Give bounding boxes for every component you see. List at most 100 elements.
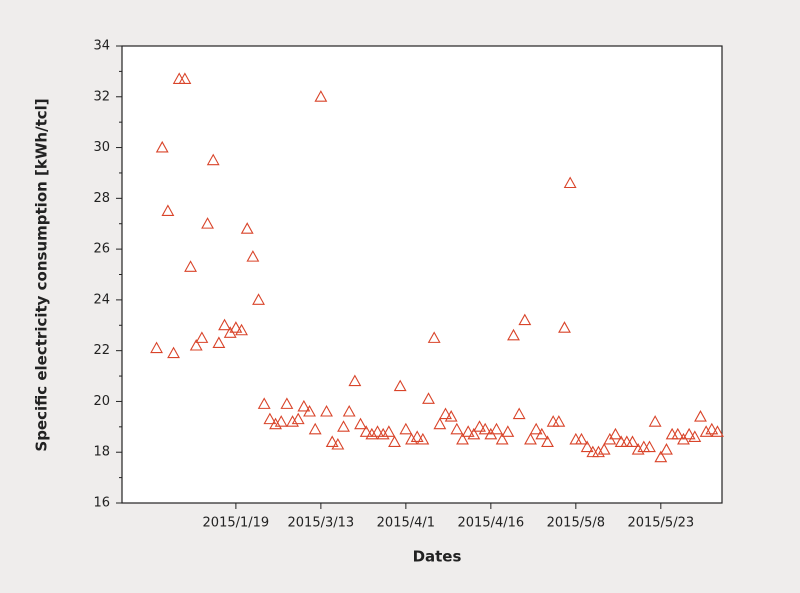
point [348,374,362,387]
point [240,222,254,234]
point [342,404,356,417]
point [269,417,282,430]
point [444,410,458,422]
point [682,427,696,440]
point [490,422,503,435]
point [410,430,424,442]
point [252,293,265,305]
x-tick-label: 2015/3/13 [288,516,355,531]
y-tick-label: 28 [93,191,110,206]
point [563,176,577,189]
x-tick-label: 2015/1/19 [203,516,270,531]
point [427,331,441,343]
y-tick-label: 24 [93,292,110,307]
point [461,425,475,437]
point [376,427,390,440]
point [388,435,401,448]
point [699,425,713,437]
point [592,445,605,458]
point [291,412,305,425]
point [609,427,622,440]
point [507,328,520,341]
point [512,407,526,420]
point [184,260,197,272]
y-tick-label: 18 [93,445,110,460]
y-tick-label: 32 [93,89,110,104]
point [433,417,447,430]
point [399,422,413,435]
point [524,432,537,445]
point [167,346,180,359]
point [705,422,719,435]
point [189,338,203,351]
y-axis-title: Specific electricity consumption [kWh/tc… [33,98,51,451]
point [354,417,367,430]
point [694,410,707,422]
point [212,336,226,349]
point [597,443,611,455]
point [325,435,339,448]
point [235,323,248,336]
point [671,427,685,440]
point [178,72,192,84]
point [263,412,277,425]
point [303,404,316,417]
point [201,217,214,229]
point [439,407,452,420]
point [552,415,566,427]
point [535,427,549,440]
plot-area [121,45,723,504]
x-axis-title: Dates [413,548,462,566]
y-tick-label: 16 [93,496,110,511]
point [541,435,554,448]
point [529,422,543,435]
point [229,321,243,333]
point [405,432,418,445]
point [308,422,322,435]
point [631,443,645,455]
point [688,430,702,442]
y-tick-label: 22 [93,343,110,358]
y-tick-label: 26 [93,242,110,257]
point [297,399,311,412]
point [331,437,345,450]
y-tick-label: 30 [93,140,110,155]
point [422,392,435,404]
point [206,153,220,166]
x-tick-label: 2015/4/16 [458,516,525,531]
point [648,415,662,427]
point [286,415,299,427]
point [337,420,350,432]
point [711,425,724,437]
point [580,440,594,453]
point [467,427,481,440]
point [654,450,668,463]
point [501,425,515,437]
point [558,321,571,333]
point [473,420,486,432]
y-tick-label: 34 [93,39,110,54]
point [382,425,396,437]
point [161,204,175,216]
point [246,250,260,262]
point [416,432,430,445]
point [575,432,588,445]
point [150,341,163,354]
point [359,425,373,437]
point [456,432,469,445]
point [450,422,464,435]
point [478,422,492,435]
point [257,397,271,409]
point [626,435,639,448]
point [155,140,169,153]
point [314,90,328,102]
point [320,404,333,417]
point [643,440,656,453]
point [195,331,209,343]
point [495,432,509,445]
point [280,397,294,409]
x-tick-label: 2015/5/23 [627,516,694,531]
point [218,318,231,331]
point [274,415,288,427]
